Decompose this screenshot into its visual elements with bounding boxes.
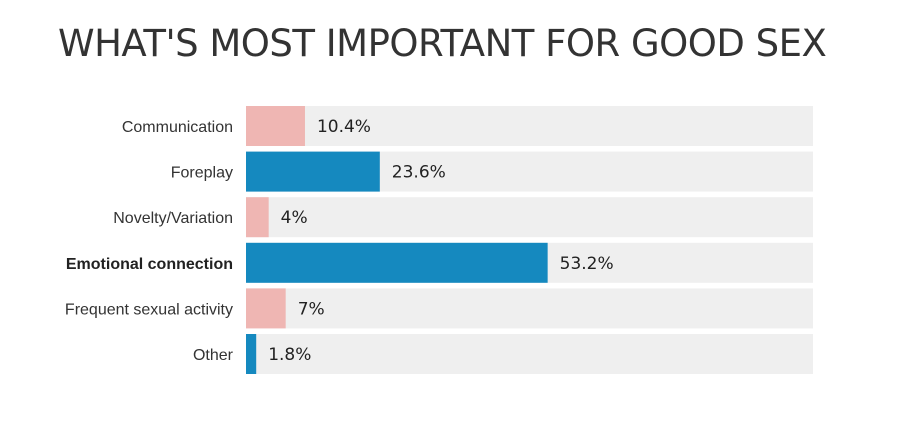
category-label-foreplay: Foreplay <box>171 165 233 182</box>
value-label-other: 1.8% <box>268 345 311 365</box>
value-label-novelty-variation: 4% <box>281 208 308 228</box>
bar-track-frequent-sexual-activity <box>246 288 813 329</box>
category-label-other: Other <box>193 347 234 364</box>
bar-foreplay <box>246 151 380 192</box>
bar-track-other <box>246 334 813 374</box>
bar-other <box>246 334 257 374</box>
bar-track-novelty-variation <box>246 197 813 238</box>
value-label-communication: 10.4% <box>317 117 371 137</box>
category-label-frequent-sexual-activity: Frequent sexual activity <box>65 301 233 318</box>
category-label-novelty-variation: Novelty/Variation <box>113 210 233 227</box>
value-label-foreplay: 23.6% <box>392 163 446 183</box>
bar-communication <box>246 106 305 146</box>
value-label-emotional-connection: 53.2% <box>560 254 614 274</box>
category-label-communication: Communication <box>122 119 233 136</box>
value-label-frequent-sexual-activity: 7% <box>298 299 325 319</box>
bar-frequent-sexual-activity <box>246 288 286 329</box>
category-label-emotional-connection: Emotional connection <box>66 256 233 273</box>
chart-title: WHAT'S MOST IMPORTANT FOR GOOD SEX <box>58 22 827 65</box>
bar-track-communication <box>246 106 813 146</box>
bar-novelty-variation <box>246 197 269 238</box>
bar-emotional-connection <box>246 242 548 283</box>
